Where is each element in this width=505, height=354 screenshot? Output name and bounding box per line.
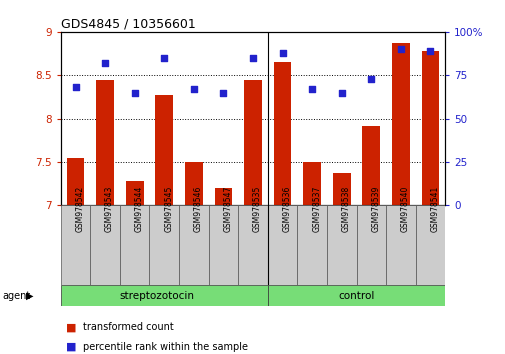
Bar [61,205,90,285]
Text: GSM978543: GSM978543 [105,186,114,233]
Text: GSM978539: GSM978539 [371,186,380,233]
Text: GSM978540: GSM978540 [400,186,409,233]
Point [426,48,434,54]
Point [278,50,286,56]
Text: GDS4845 / 10356601: GDS4845 / 10356601 [61,18,195,31]
Point [160,55,168,61]
Text: GSM978542: GSM978542 [75,186,84,233]
Bar [149,205,179,285]
Point [367,76,375,81]
Bar [385,205,415,285]
Bar [243,80,262,205]
Bar [208,205,238,285]
Point [396,46,404,52]
Text: ▶: ▶ [26,291,34,301]
Text: agent: agent [3,291,31,301]
Text: transformed count: transformed count [83,322,174,332]
Bar [302,162,320,205]
Text: GSM978544: GSM978544 [134,186,143,233]
Point [101,60,109,66]
Bar [362,126,379,205]
Bar [185,162,203,205]
Bar [96,80,114,205]
Bar [326,205,356,285]
Point [219,90,227,95]
Point [337,90,345,95]
Bar [120,205,149,285]
Bar [273,62,291,205]
Bar [391,43,409,205]
Point [130,90,138,95]
Point [308,86,316,92]
Bar [332,173,350,205]
Bar [179,205,208,285]
Bar [67,158,84,205]
Text: streptozotocin: streptozotocin [119,291,194,301]
Text: percentile rank within the sample: percentile rank within the sample [83,342,248,352]
Bar [356,205,385,285]
Text: GSM978546: GSM978546 [193,186,203,233]
Bar [267,205,297,285]
Point [248,55,257,61]
Text: GSM978537: GSM978537 [312,186,321,233]
Bar [155,95,173,205]
Text: GSM978535: GSM978535 [252,186,262,233]
Text: GSM978541: GSM978541 [430,186,439,233]
Point [71,85,79,90]
Bar [61,285,267,306]
Bar [421,51,438,205]
Text: GSM978538: GSM978538 [341,186,350,233]
Text: GSM978547: GSM978547 [223,186,232,233]
Bar [126,181,143,205]
Bar [214,188,232,205]
Text: ■: ■ [66,322,76,332]
Point [189,86,197,92]
Bar [90,205,120,285]
Bar [267,285,459,306]
Text: GSM978545: GSM978545 [164,186,173,233]
Text: ■: ■ [66,342,76,352]
Bar [297,205,326,285]
Bar [415,205,444,285]
Text: control: control [338,291,374,301]
Text: GSM978536: GSM978536 [282,186,291,233]
Bar [238,205,267,285]
